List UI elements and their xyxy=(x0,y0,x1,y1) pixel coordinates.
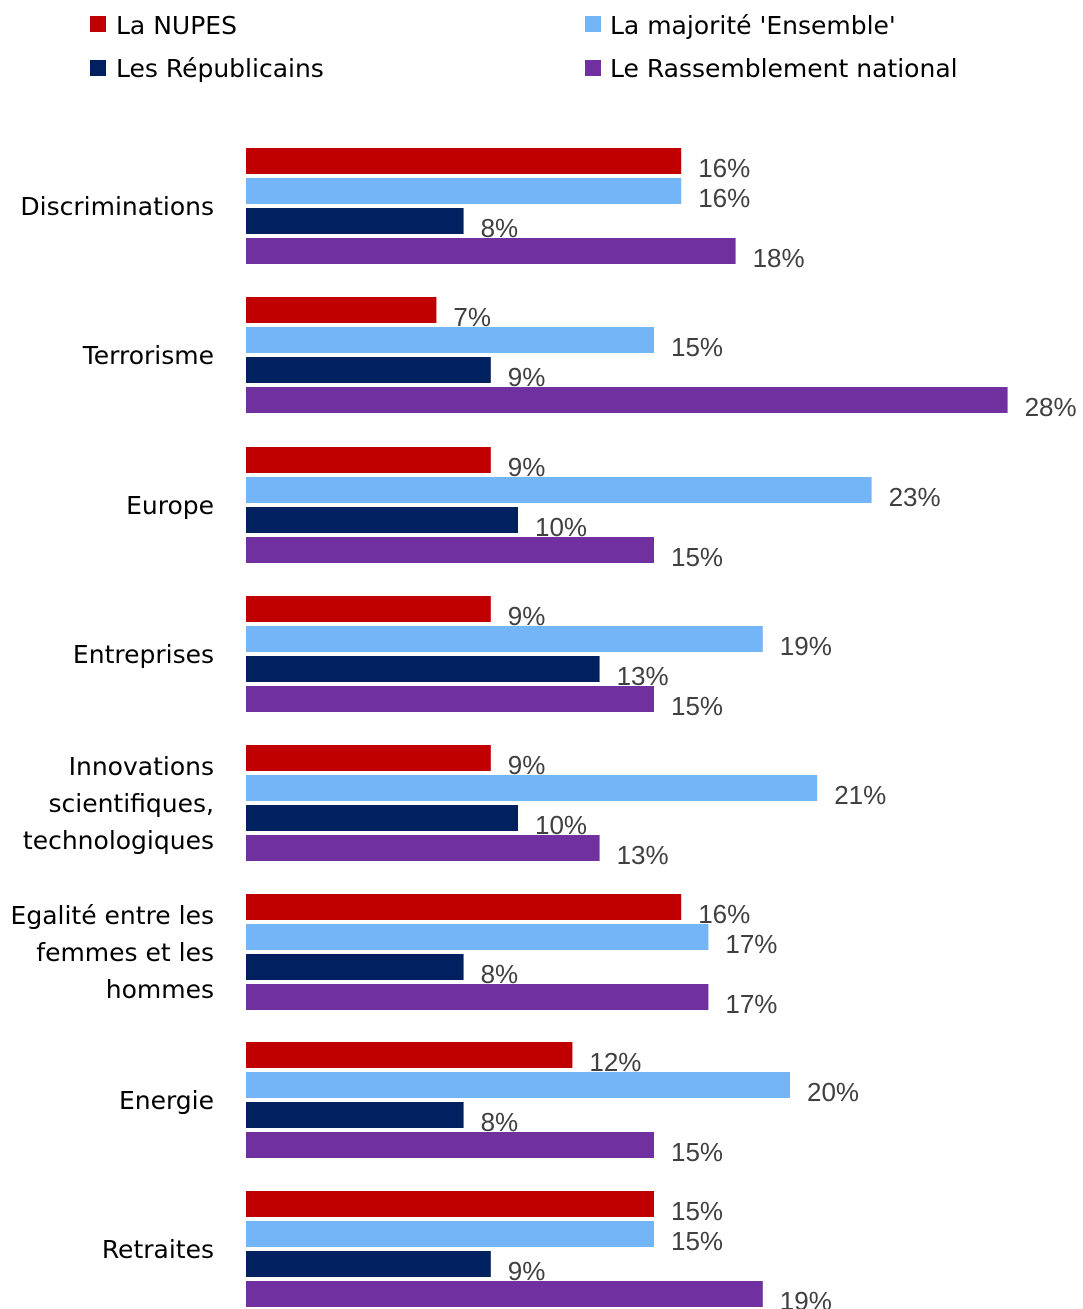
value-label: 9% xyxy=(508,1256,546,1286)
bar-le-rassemblement-national-retraites xyxy=(246,1281,763,1307)
bar-le-rassemblement-national-discriminations xyxy=(246,238,736,264)
bar-la-nupes-egalite-entre-les-femmes-et-les-hommes xyxy=(246,894,682,920)
bar-le-rassemblement-national-entreprises xyxy=(246,686,654,712)
value-label: 15% xyxy=(671,542,723,572)
legend-label-le-rassemblement-national: Le Rassemblement national xyxy=(610,54,958,83)
category-label-terrorisme: Terrorisme xyxy=(82,341,214,370)
value-label: 8% xyxy=(481,959,519,989)
bar-la-majorite-ensemble-retraites xyxy=(246,1221,654,1247)
category-label-line: Retraites xyxy=(102,1235,214,1264)
category-label-line: Europe xyxy=(126,491,214,520)
category-label-europe: Europe xyxy=(126,491,214,520)
bar-la-majorite-ensemble-terrorisme xyxy=(246,327,654,353)
value-labels: 16%16%8%18%7%15%9%28%9%23%10%15%9%19%13%… xyxy=(453,153,1076,1309)
value-label: 20% xyxy=(807,1077,859,1107)
value-label: 10% xyxy=(535,810,587,840)
value-label: 28% xyxy=(1025,392,1077,422)
bar-la-majorite-ensemble-egalite-entre-les-femmes-et-les-hommes xyxy=(246,924,709,950)
value-label: 12% xyxy=(589,1047,641,1077)
bar-les-republicains-entreprises xyxy=(246,656,600,682)
value-label: 7% xyxy=(453,302,491,332)
value-label: 16% xyxy=(698,183,750,213)
value-label: 13% xyxy=(617,840,669,870)
category-label-line: Entreprises xyxy=(73,640,214,669)
legend-swatch-la-nupes xyxy=(90,16,106,32)
category-label-entreprises: Entreprises xyxy=(73,640,214,669)
bar-le-rassemblement-national-terrorisme xyxy=(246,387,1008,413)
category-label-innovations-scientifiques-technologiques: Innovations scientifiques, technologiques xyxy=(23,752,214,855)
value-label: 18% xyxy=(753,243,805,273)
value-label: 16% xyxy=(698,153,750,183)
bar-le-rassemblement-national-innovations-scientifiques-technologiques xyxy=(246,835,600,861)
category-label-retraites: Retraites xyxy=(102,1235,214,1264)
category-label-line: Discriminations xyxy=(20,192,214,221)
bar-les-republicains-energie xyxy=(246,1102,464,1128)
bar-les-republicains-europe xyxy=(246,507,518,533)
legend-swatch-les-republicains xyxy=(90,60,106,76)
bar-la-nupes-retraites xyxy=(246,1191,654,1217)
value-label: 9% xyxy=(508,362,546,392)
bar-la-nupes-discriminations xyxy=(246,148,682,174)
category-label-line: Energie xyxy=(119,1086,214,1115)
chart-legend: La NUPES La majorité 'Ensemble' Les Républ… xyxy=(90,11,958,83)
value-label: 10% xyxy=(535,512,587,542)
bar-la-nupes-entreprises xyxy=(246,596,491,622)
value-label: 15% xyxy=(671,691,723,721)
bar-les-republicains-retraites xyxy=(246,1251,491,1277)
value-label: 19% xyxy=(780,631,832,661)
category-label-energie: Energie xyxy=(119,1086,214,1115)
value-label: 8% xyxy=(481,1107,519,1137)
value-label: 19% xyxy=(780,1286,832,1309)
value-label: 23% xyxy=(889,482,941,512)
bar-le-rassemblement-national-egalite-entre-les-femmes-et-les-hommes xyxy=(246,984,709,1010)
value-label: 17% xyxy=(725,929,777,959)
category-label-line: Egalité entre les xyxy=(11,901,214,930)
legend-label-la-majorite-ensemble: La majorité 'Ensemble' xyxy=(610,11,896,40)
legend-label-la-nupes: La NUPES xyxy=(116,11,237,40)
value-label: 15% xyxy=(671,1226,723,1256)
bar-le-rassemblement-national-energie xyxy=(246,1132,654,1158)
bar-les-republicains-discriminations xyxy=(246,208,464,234)
bar-la-majorite-ensemble-innovations-scientifiques-technologiques xyxy=(246,775,818,801)
value-label: 15% xyxy=(671,1196,723,1226)
legend-swatch-la-majorite-ensemble xyxy=(585,16,601,32)
value-label: 21% xyxy=(834,780,886,810)
bar-la-majorite-ensemble-discriminations xyxy=(246,178,682,204)
value-label: 15% xyxy=(671,332,723,362)
bar-la-majorite-ensemble-entreprises xyxy=(246,626,763,652)
bar-la-nupes-energie xyxy=(246,1042,573,1068)
legend-swatch-le-rassemblement-national xyxy=(585,60,601,76)
value-label: 16% xyxy=(698,899,750,929)
value-label: 9% xyxy=(508,601,546,631)
bar-la-majorite-ensemble-europe xyxy=(246,477,872,503)
bar-les-republicains-innovations-scientifiques-technologiques xyxy=(246,805,518,831)
value-label: 17% xyxy=(725,989,777,1019)
bar-les-republicains-terrorisme xyxy=(246,357,491,383)
value-label: 8% xyxy=(481,213,519,243)
value-label: 15% xyxy=(671,1137,723,1167)
category-label-line: Innovations xyxy=(69,752,214,781)
bar-series xyxy=(246,148,1008,1307)
bar-les-republicains-egalite-entre-les-femmes-et-les-hommes xyxy=(246,954,464,980)
value-label: 9% xyxy=(508,452,546,482)
category-label-egalite-entre-les-femmes-et-les-hommes: Egalité entre les femmes et les hommes xyxy=(11,901,214,1004)
bar-la-majorite-ensemble-energie xyxy=(246,1072,790,1098)
category-label-line: hommes xyxy=(106,975,214,1004)
bar-le-rassemblement-national-europe xyxy=(246,537,654,563)
value-label: 13% xyxy=(617,661,669,691)
bar-la-nupes-terrorisme xyxy=(246,297,437,323)
category-label-line: Terrorisme xyxy=(82,341,214,370)
category-labels: Discriminations Terrorisme Europe Entrepris… xyxy=(11,192,214,1264)
category-label-discriminations: Discriminations xyxy=(20,192,214,221)
bar-la-nupes-innovations-scientifiques-technologiques xyxy=(246,745,491,771)
category-label-line: scientifiques, xyxy=(48,789,214,818)
value-label: 9% xyxy=(508,750,546,780)
category-label-line: femmes et les xyxy=(36,938,214,967)
bar-la-nupes-europe xyxy=(246,447,491,473)
legend-label-les-republicains: Les Républicains xyxy=(116,54,324,83)
category-label-line: technologiques xyxy=(23,826,214,855)
